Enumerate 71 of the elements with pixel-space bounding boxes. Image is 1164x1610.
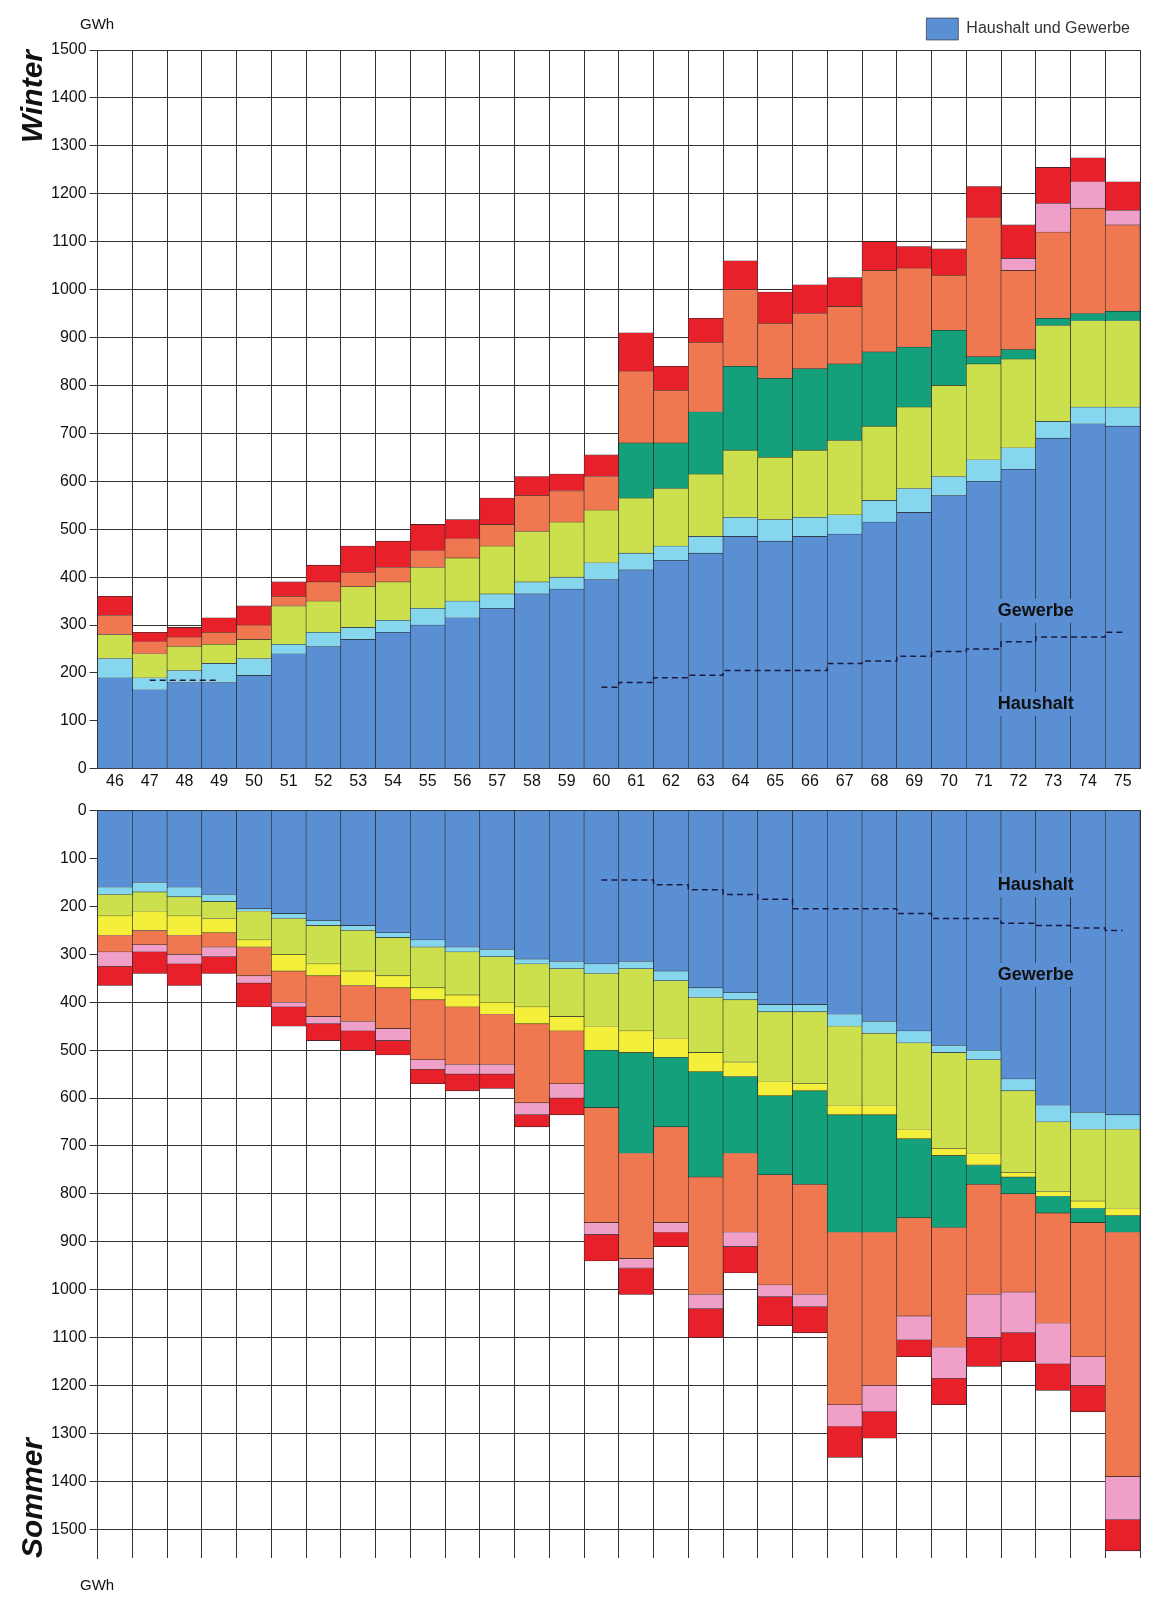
legend-label: Haushalt und Gewerbe [966, 19, 1131, 37]
y-axis-title: GWh [80, 14, 115, 32]
x-tick-label: 74 [1078, 771, 1097, 789]
x-tick-label: 60 [592, 771, 611, 789]
x-tick-label: 75 [1113, 771, 1132, 789]
x-tick-label: 65 [766, 771, 785, 789]
y-tick-label: 1400 [51, 1471, 87, 1489]
text: Sommer [15, 1435, 49, 1558]
y-tick-label: 500 [59, 519, 87, 537]
y-tick-label: 200 [59, 663, 87, 681]
y-tick-label: 0 [77, 801, 87, 819]
x-tick-label: 47 [140, 771, 159, 789]
annotation: Gewerbe [997, 599, 1074, 620]
y-tick-label: 100 [59, 848, 87, 866]
y-tick-label: 1100 [52, 232, 87, 250]
y-tick-label: 200 [59, 896, 87, 914]
x-tick-label: 66 [801, 771, 819, 789]
y-tick-label: 800 [59, 1184, 87, 1202]
y-tick-label: 800 [59, 375, 87, 393]
x-tick-label: 64 [731, 771, 750, 789]
y-tick-label: 100 [59, 711, 87, 729]
y-tick-label: 700 [59, 1136, 87, 1154]
x-tick-label: 68 [870, 771, 889, 789]
y-tick-label: 1500 [51, 1519, 87, 1537]
x-tick-label: 70 [939, 771, 958, 789]
y-tick-label: 400 [59, 992, 87, 1010]
x-tick-label: 62 [662, 771, 680, 789]
x-tick-label: 46 [106, 771, 124, 789]
y-tick-label: 900 [59, 1232, 87, 1250]
y-tick-label: 1000 [51, 1280, 87, 1298]
annotation: Gewerbe [997, 964, 1074, 984]
x-tick-label: 61 [627, 771, 646, 789]
x-tick-label: 59 [557, 771, 576, 789]
y-tick-label: 1100 [52, 1328, 87, 1346]
y-tick-label: 600 [59, 1088, 87, 1106]
y-tick-label: 1400 [51, 88, 87, 106]
y-tick-label: 400 [59, 567, 87, 585]
x-tick-label: 73 [1044, 771, 1063, 789]
y-tick-label: 900 [59, 327, 87, 345]
x-tick-label: 53 [349, 771, 368, 789]
x-tick-label: 63 [696, 771, 715, 789]
x-tick-label: 54 [384, 771, 402, 789]
y-tick-label: 1500 [51, 40, 87, 58]
y-tick-label: 1300 [51, 1423, 87, 1441]
x-tick-label: 52 [314, 771, 333, 789]
y-tick-label: 300 [59, 944, 87, 962]
y-tick-label: 1000 [51, 280, 87, 298]
x-tick-label: 55 [418, 771, 437, 789]
y-axis-title: GWh [80, 1575, 115, 1593]
x-tick-label: 71 [974, 771, 993, 789]
x-tick-label: 69 [905, 771, 924, 789]
x-tick-label: 48 [175, 771, 194, 789]
x-tick-label: 49 [210, 771, 229, 789]
y-tick-label: 0 [77, 759, 87, 777]
x-tick-label: 56 [453, 771, 472, 789]
y-tick-label: 700 [59, 423, 87, 441]
y-tick-label: 1300 [51, 136, 87, 154]
x-tick-label: 51 [279, 771, 298, 789]
x-tick-label: 72 [1009, 771, 1028, 789]
y-tick-label: 500 [59, 1040, 87, 1058]
annotation: Haushalt [997, 874, 1074, 895]
text: Winter [15, 47, 49, 144]
y-tick-label: 600 [59, 471, 87, 489]
y-tick-label: 1200 [51, 1375, 87, 1393]
x-tick-label: 50 [245, 771, 263, 789]
x-tick-label: 67 [835, 771, 854, 789]
y-tick-label: 300 [59, 615, 87, 633]
x-tick-label: 57 [488, 771, 507, 789]
annotation: Haushalt [997, 693, 1074, 714]
y-tick-label: 1200 [51, 184, 87, 202]
x-tick-label: 58 [523, 771, 541, 789]
